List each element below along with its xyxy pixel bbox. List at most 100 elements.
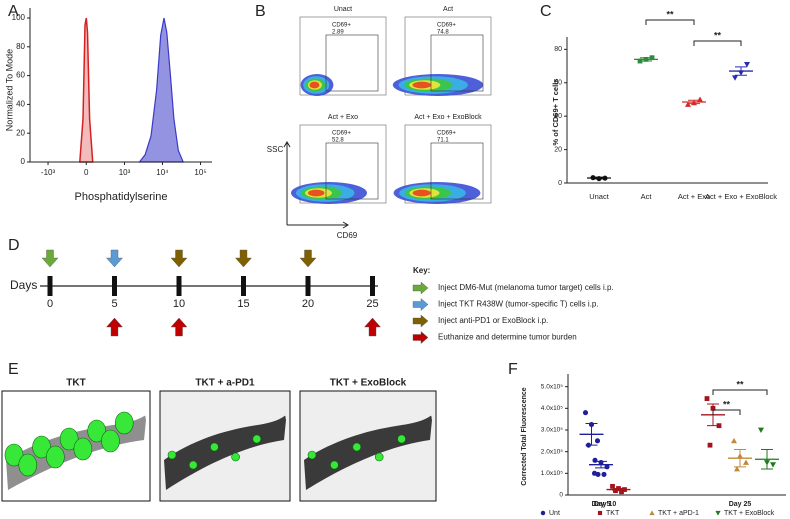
fluorescence: [330, 460, 339, 470]
point: [704, 396, 710, 401]
point: [707, 442, 713, 448]
event-arrow: [106, 317, 123, 337]
y-tick-label: 80: [554, 46, 562, 53]
point: [582, 410, 589, 416]
day-label: 20: [302, 298, 314, 310]
point: [592, 457, 598, 463]
axis-label: CD69: [337, 231, 358, 240]
gate-label: CD69+: [332, 131, 351, 137]
day-tick: [241, 276, 246, 296]
gate: [430, 34, 484, 92]
error-bar: [640, 57, 652, 62]
y-tick-label: 40: [16, 100, 25, 109]
point: [685, 101, 691, 107]
y-tick-label: 20: [16, 128, 25, 137]
error-bar: [734, 449, 746, 468]
legend-marker: [649, 510, 655, 516]
point: [732, 75, 738, 81]
y-axis-label: Normalized To Mode: [4, 49, 14, 131]
density-blob: [412, 189, 431, 197]
fluorescence: [252, 434, 262, 444]
panel-letter: D: [8, 237, 20, 254]
key-text: Inject TKT R438W (tumor-specific T) cell…: [438, 300, 599, 309]
y-tick-label: 20: [554, 146, 562, 153]
gate-label: CD69+: [437, 23, 456, 29]
point: [770, 462, 776, 468]
legend-marker: [540, 510, 546, 516]
event-arrow: [170, 317, 188, 337]
legend-marker: [715, 510, 721, 516]
y-tick-label: 4.0x10⁵: [541, 405, 564, 412]
image-title: TKT + ExoBlock: [330, 378, 407, 389]
key-arrow: [412, 281, 429, 295]
event-arrow: [170, 249, 188, 268]
point: [697, 96, 703, 102]
point: [743, 459, 749, 465]
y-axis-label: Corrected Total Fluorescence: [521, 387, 528, 485]
x-tick-label: Day 10: [594, 501, 617, 508]
error-bar: [593, 176, 605, 180]
image-title: TKT + a-PD1: [195, 378, 255, 389]
gate-value: 52.8: [332, 138, 344, 144]
day-tick: [47, 276, 53, 296]
fluorescence: [307, 450, 317, 460]
tissue: [164, 415, 286, 490]
gate: [325, 34, 379, 92]
day-tick: [305, 276, 311, 296]
legend-label: TKT + ExoBlock: [724, 510, 775, 517]
point: [758, 427, 764, 433]
key-arrow: [412, 298, 429, 311]
y-tick-label: 40: [554, 113, 562, 120]
density-blob: [412, 81, 432, 89]
legend-marker: [597, 510, 603, 516]
y-tick-label: 2.0x10⁵: [541, 448, 564, 455]
axis-line: [29, 8, 212, 163]
x-tick-label: 0: [84, 168, 89, 177]
significance-bracket: [645, 19, 695, 25]
axis-arrow: [283, 141, 349, 229]
day-label: 25: [366, 298, 378, 310]
x-tick-label: Unact: [589, 192, 610, 201]
key-text: Inject DM6-Mut (melanoma tumor target) c…: [438, 283, 614, 292]
point: [594, 438, 601, 444]
significance-bracket: [712, 409, 741, 415]
panel-letter: F: [508, 361, 518, 378]
y-tick-label: 5.0x10⁵: [541, 383, 564, 390]
y-tick-label: 3.0x10⁵: [541, 427, 564, 434]
tissue: [304, 415, 432, 490]
panel-letter: B: [255, 3, 266, 20]
x-tick-label: 10³: [119, 168, 131, 177]
day-tick: [112, 276, 117, 296]
x-tick-label: Act: [641, 192, 653, 201]
x-tick-label: -10³: [41, 168, 56, 177]
y-tick-label: 100: [12, 13, 26, 22]
y-tick-label: 80: [16, 42, 25, 51]
error-bar: [595, 460, 607, 469]
fluorescence: [114, 411, 134, 435]
density-blob: [309, 81, 320, 89]
x-tick-label: Day 25: [729, 501, 752, 508]
y-tick-label: 1.0x10⁵: [541, 470, 564, 477]
density-blob: [308, 189, 325, 197]
y-axis-label: % of CD69+ T cells: [551, 79, 560, 146]
event-arrow: [299, 249, 317, 268]
fluorescence: [167, 450, 177, 460]
fluorescence: [59, 427, 79, 451]
significance-label: **: [736, 379, 744, 389]
event-arrow: [235, 249, 252, 268]
key-title: Key:: [413, 266, 430, 275]
y-tick-label: 0: [21, 157, 26, 166]
key-arrow: [412, 314, 429, 328]
panel-letter: A: [8, 3, 19, 20]
fluorescence: [352, 442, 362, 452]
fluorescence: [101, 429, 120, 453]
gate-label: CD69+: [437, 131, 456, 137]
panel-letter: E: [8, 361, 19, 378]
error-bar: [688, 99, 700, 105]
gate-value: 2.89: [332, 30, 344, 36]
fluorescence: [188, 460, 198, 470]
gate-value: 71.1: [437, 138, 449, 144]
point: [591, 470, 598, 476]
fluorescence: [46, 445, 65, 469]
